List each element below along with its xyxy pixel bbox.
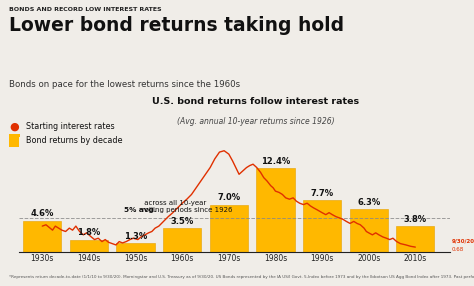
Text: BONDS AND RECORD LOW INTEREST RATES: BONDS AND RECORD LOW INTEREST RATES <box>9 7 162 12</box>
Text: 3.5%: 3.5% <box>171 217 194 226</box>
Text: 4.6%: 4.6% <box>31 209 54 219</box>
Bar <box>350 209 388 252</box>
Text: 12.4%: 12.4% <box>261 157 290 166</box>
Text: 1.3%: 1.3% <box>124 232 147 241</box>
Text: Bonds on pace for the lowest returns since the 1960s: Bonds on pace for the lowest returns sin… <box>9 80 241 89</box>
Text: *Represents return decade-to-date (1/1/10 to 9/30/20). Morningstar and U.S. Trea: *Represents return decade-to-date (1/1/1… <box>9 275 474 279</box>
Text: 1.8%: 1.8% <box>77 228 100 237</box>
Text: across all 10-year
rolling periods since 1926: across all 10-year rolling periods since… <box>142 200 232 213</box>
Text: Bond returns by decade: Bond returns by decade <box>26 136 123 145</box>
Text: 0.68: 0.68 <box>452 247 464 252</box>
Text: 9/30/20: 9/30/20 <box>452 239 474 244</box>
Text: (Avg. annual 10-year returns since 1926): (Avg. annual 10-year returns since 1926) <box>177 117 335 126</box>
Text: U.S. bond returns follow interest rates: U.S. bond returns follow interest rates <box>153 97 359 106</box>
Bar <box>163 228 201 252</box>
Text: 6.3%: 6.3% <box>357 198 380 207</box>
Bar <box>396 226 435 252</box>
Bar <box>23 221 62 252</box>
Text: Starting interest rates: Starting interest rates <box>26 122 115 130</box>
Bar <box>256 168 294 252</box>
Text: 3.8%: 3.8% <box>404 215 427 224</box>
Text: 7.0%: 7.0% <box>217 193 240 202</box>
Bar <box>210 204 248 252</box>
Bar <box>303 200 341 252</box>
Text: 5% avg.: 5% avg. <box>124 207 156 213</box>
Text: 7.7%: 7.7% <box>310 188 334 198</box>
Bar <box>117 243 155 252</box>
Bar <box>70 240 108 252</box>
Text: Lower bond returns taking hold: Lower bond returns taking hold <box>9 16 345 35</box>
Text: ●: ● <box>9 122 19 132</box>
